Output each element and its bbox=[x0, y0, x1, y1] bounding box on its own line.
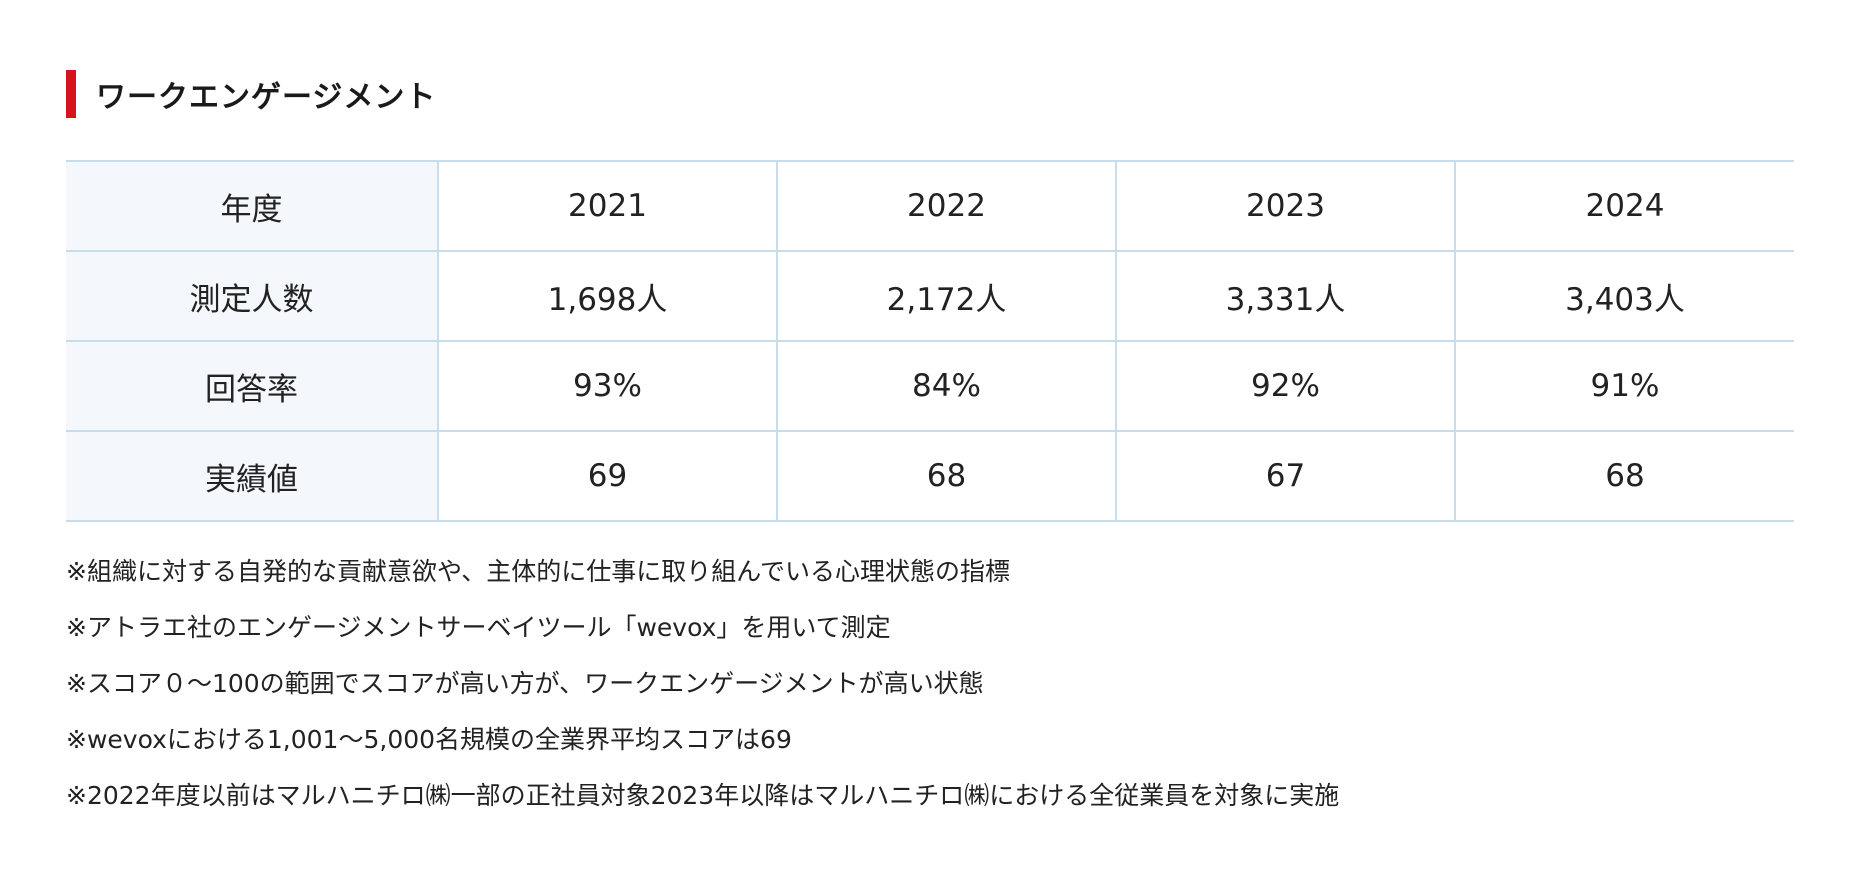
table-cell: 1,698人 bbox=[437, 250, 777, 341]
year-header-cell: 2024 bbox=[1454, 160, 1794, 251]
table-cell: 68 bbox=[776, 430, 1116, 521]
table-cell: 92% bbox=[1115, 340, 1455, 431]
table-cell: 69 bbox=[437, 430, 777, 521]
table-cell: 93% bbox=[437, 340, 777, 431]
engagement-table: 年度 2021 2022 2023 2024 測定人数 1,698人 2,172… bbox=[66, 160, 1794, 522]
note-item: ※アトラエ社のエンゲージメントサーベイツール「wevox」を用いて測定 bbox=[66, 613, 891, 642]
table-cell: 91% bbox=[1454, 340, 1794, 431]
note-item: ※組織に対する自発的な貢献意欲や、主体的に仕事に取り組んでいる心理状態の指標 bbox=[66, 557, 1010, 586]
section-title: ワークエンゲージメント bbox=[96, 80, 437, 115]
note-item: ※2022年度以前はマルハニチロ㈱一部の正社員対象2023年以降はマルハニチロ㈱… bbox=[66, 781, 1340, 810]
heading-accent-bar bbox=[66, 70, 76, 118]
table-cell: 68 bbox=[1454, 430, 1794, 521]
row-header-cell: 実績値 bbox=[66, 430, 438, 521]
section-heading: ワークエンゲージメント bbox=[66, 70, 1794, 118]
table-cell: 2,172人 bbox=[776, 250, 1116, 341]
notes-list: ※組織に対する自発的な貢献意欲や、主体的に仕事に取り組んでいる心理状態の指標 ※… bbox=[66, 544, 1794, 824]
work-engagement-section: ワークエンゲージメント 年度 2021 2022 2023 2024 測定人数 … bbox=[66, 70, 1794, 824]
table-row: 回答率 93% 84% 92% 91% bbox=[66, 340, 1794, 431]
year-header-cell: 2023 bbox=[1115, 160, 1455, 251]
table-row: 測定人数 1,698人 2,172人 3,331人 3,403人 bbox=[66, 250, 1794, 341]
note-item: ※wevoxにおける1,001〜5,000名規模の全業界平均スコアは69 bbox=[66, 725, 792, 754]
table-row: 実績値 69 68 67 68 bbox=[66, 430, 1794, 521]
table-cell: 3,403人 bbox=[1454, 250, 1794, 341]
note-item: ※スコア０〜100の範囲でスコアが高い方が、ワークエンゲージメントが高い状態 bbox=[66, 669, 984, 698]
row-header-cell: 回答率 bbox=[66, 340, 438, 431]
table-cell: 3,331人 bbox=[1115, 250, 1455, 341]
table-header-row: 年度 2021 2022 2023 2024 bbox=[66, 160, 1794, 251]
table-cell: 84% bbox=[776, 340, 1116, 431]
year-header-cell: 2022 bbox=[776, 160, 1116, 251]
table-cell: 67 bbox=[1115, 430, 1455, 521]
year-header-cell: 2021 bbox=[437, 160, 777, 251]
row-header-cell: 測定人数 bbox=[66, 250, 438, 341]
row-header-cell: 年度 bbox=[66, 160, 438, 251]
